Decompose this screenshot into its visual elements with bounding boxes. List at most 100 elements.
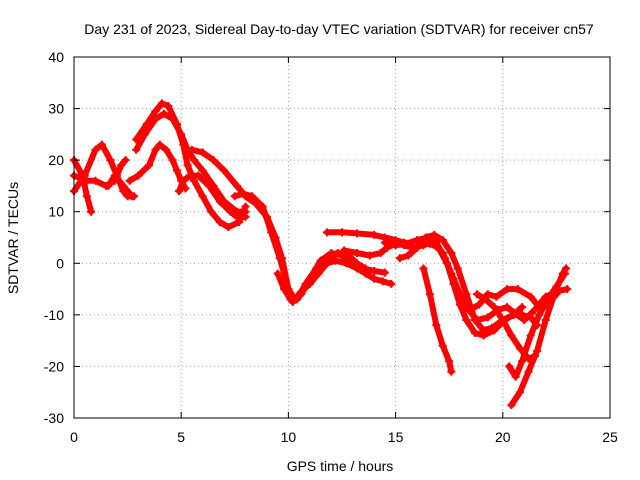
data-point (353, 229, 362, 238)
data-point (230, 192, 239, 201)
y-tick-label: -10 (44, 307, 64, 323)
data-point (353, 259, 362, 268)
data-point (505, 362, 514, 371)
data-point (82, 176, 91, 185)
data-point (530, 305, 539, 314)
data-point (447, 367, 456, 376)
data-point (492, 292, 501, 301)
data-point (518, 303, 527, 312)
series-layer (70, 99, 572, 410)
data-point (205, 181, 214, 190)
series-line (126, 141, 189, 192)
data-point (503, 303, 512, 312)
data-point (241, 212, 250, 221)
x-tick-label: 10 (281, 429, 297, 445)
data-point (447, 248, 456, 257)
data-point (391, 241, 400, 250)
data-point (117, 161, 126, 170)
data-point (151, 145, 160, 154)
data-point (518, 310, 527, 319)
y-tick-label: 20 (48, 152, 64, 168)
data-point (370, 230, 379, 239)
data-point (132, 135, 141, 144)
series-line (105, 172, 135, 200)
data-point (406, 248, 415, 257)
data-point (239, 189, 248, 198)
x-tick-label: 5 (177, 429, 185, 445)
data-point (82, 192, 91, 201)
data-point (172, 166, 181, 175)
data-point (490, 303, 499, 312)
data-point (226, 207, 235, 216)
series-line (506, 270, 568, 380)
data-point (438, 236, 447, 245)
data-point (462, 290, 471, 299)
data-point (526, 292, 535, 301)
data-point (526, 313, 535, 322)
data-point (280, 285, 289, 294)
data-point (179, 140, 188, 149)
data-point (301, 279, 310, 288)
data-point (168, 156, 177, 165)
data-point (232, 181, 241, 190)
data-point (513, 285, 522, 294)
data-point (273, 269, 282, 278)
data-point (145, 161, 154, 170)
data-point (483, 313, 492, 322)
data-point (421, 233, 430, 242)
data-point (515, 388, 524, 397)
data-point (241, 202, 250, 211)
y-tick-label: 40 (48, 49, 64, 65)
data-point (432, 321, 441, 330)
x-tick-label: 15 (388, 429, 404, 445)
tick-layer: 0 5 10 15 20 25 -30 -20 -10 0 10 20 30 40 (44, 49, 618, 445)
data-point (110, 171, 119, 180)
data-point (247, 192, 256, 201)
data-point (134, 171, 143, 180)
data-point (232, 212, 241, 221)
data-point (475, 300, 484, 309)
data-point (507, 331, 516, 340)
data-point (543, 295, 552, 304)
data-point (224, 223, 233, 232)
data-point (365, 251, 374, 260)
data-point (267, 228, 276, 237)
data-point (87, 207, 96, 216)
series-line (71, 157, 95, 215)
y-tick-label: 30 (48, 101, 64, 117)
data-point (425, 239, 434, 248)
data-point (220, 166, 229, 175)
plot-frame (73, 56, 611, 419)
data-point (563, 285, 572, 294)
data-point (434, 243, 443, 252)
data-point (524, 367, 533, 376)
data-point (209, 156, 218, 165)
data-point (215, 218, 224, 227)
data-point (443, 259, 452, 268)
data-point (387, 279, 396, 288)
data-point (560, 269, 569, 278)
data-point (380, 268, 389, 277)
data-point (438, 341, 447, 350)
data-point (511, 372, 520, 381)
data-point (155, 140, 164, 149)
data-point (533, 346, 542, 355)
data-point (378, 277, 387, 286)
data-point (185, 171, 194, 180)
data-point (127, 192, 136, 201)
data-point (503, 285, 512, 294)
data-point (157, 99, 166, 108)
data-point (449, 279, 458, 288)
data-point (370, 267, 379, 276)
series-track-2 (70, 156, 96, 216)
data-point (97, 140, 106, 149)
data-point (419, 264, 428, 273)
data-point (453, 264, 462, 273)
y-tick-label: -30 (44, 410, 64, 426)
data-point (425, 290, 434, 299)
data-point (125, 176, 134, 185)
data-point (455, 300, 464, 309)
data-point (183, 161, 192, 170)
series-track-4 (104, 171, 136, 201)
data-point (207, 207, 216, 216)
